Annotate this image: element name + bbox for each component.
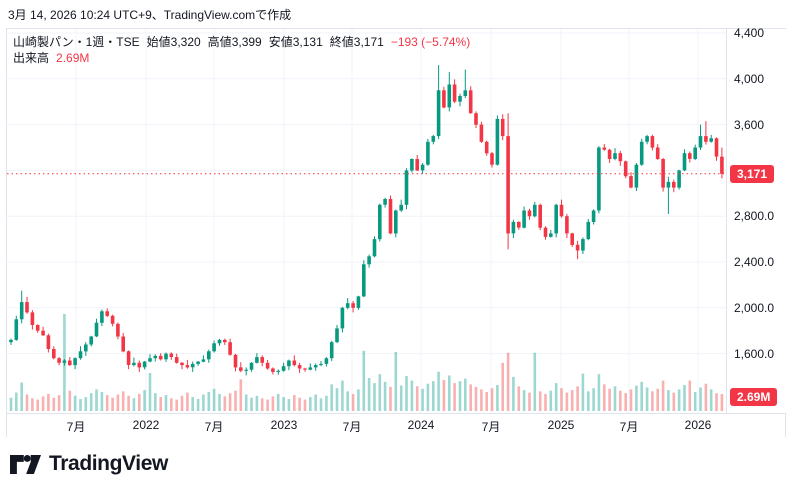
volume-legend-value: 2.69M — [56, 51, 90, 65]
chart-container: 山崎製パン・1週・TSE 始値3,320 高値3,399 安値3,131 終値3… — [6, 26, 787, 437]
low-field: 安値3,131 — [269, 34, 323, 50]
x-axis-label: 2022 — [132, 418, 160, 432]
x-axis-label: 7月 — [342, 420, 362, 434]
time-axis: 7月 2022 7月 2023 7月 2024 7月 2025 7月 2026 — [7, 413, 785, 437]
low-label: 安値 — [268, 35, 293, 49]
x-axis-label: 2026 — [684, 418, 712, 432]
y-axis-label: 1,600.0 — [734, 346, 775, 361]
symbol-title: 山崎製パン・1週・TSE — [13, 35, 140, 49]
tradingview-logo-text: TradingView — [49, 452, 168, 475]
close-field: 終値3,171 — [330, 34, 384, 50]
tradingview-logo-icon — [10, 454, 41, 474]
x-axis-label: 2024 — [407, 418, 435, 432]
x-axis-label: 7月 — [619, 420, 639, 434]
y-axis-label: 2,800.0 — [734, 209, 775, 224]
open-value: 3,320 — [170, 35, 201, 49]
y-axis-label: 4,000 — [734, 71, 765, 86]
last-volume-badge: 2.69M — [730, 387, 778, 406]
high-label: 高値 — [207, 35, 232, 49]
last-price-badge: 3,171 — [730, 164, 775, 183]
low-value: 3,131 — [292, 35, 323, 49]
open-field: 始値3,320 — [147, 34, 201, 50]
y-axis-label: 4,400 — [734, 26, 765, 40]
high-field: 高値3,399 — [208, 34, 262, 50]
y-axis-label: 2,000.0 — [734, 300, 775, 315]
open-label: 始値 — [146, 35, 171, 49]
y-axis-label: 2,400.0 — [734, 255, 775, 270]
chart-legend: 山崎製パン・1週・TSE 始値3,320 高値3,399 安値3,131 終値3… — [13, 34, 470, 66]
price-pane: 山崎製パン・1週・TSE 始値3,320 高値3,399 安値3,131 終値3… — [7, 29, 727, 413]
y-axis-label: 3,600 — [734, 117, 765, 132]
x-axis-label: 7月 — [204, 420, 224, 434]
high-value: 3,399 — [231, 35, 262, 49]
x-axis-label: 2025 — [547, 418, 575, 432]
change-value: −193 (−5.74%) — [390, 35, 471, 49]
created-timestamp: 3月 14, 2026 10:24 UTC+9、TradingView.comで… — [8, 8, 292, 22]
x-axis-label: 2023 — [270, 418, 298, 432]
volume-legend-label: 出来高 — [13, 51, 50, 65]
x-axis-label: 7月 — [481, 420, 501, 434]
price-axis: 1,600.02,000.02,400.02,800.03,2003,6004,… — [726, 26, 787, 413]
tradingview-logo[interactable]: TradingView — [10, 452, 168, 476]
close-value: 3,171 — [353, 35, 384, 49]
close-label: 終値 — [329, 35, 354, 49]
x-axis-label: 7月 — [66, 420, 86, 434]
candlestick-chart — [7, 29, 727, 413]
